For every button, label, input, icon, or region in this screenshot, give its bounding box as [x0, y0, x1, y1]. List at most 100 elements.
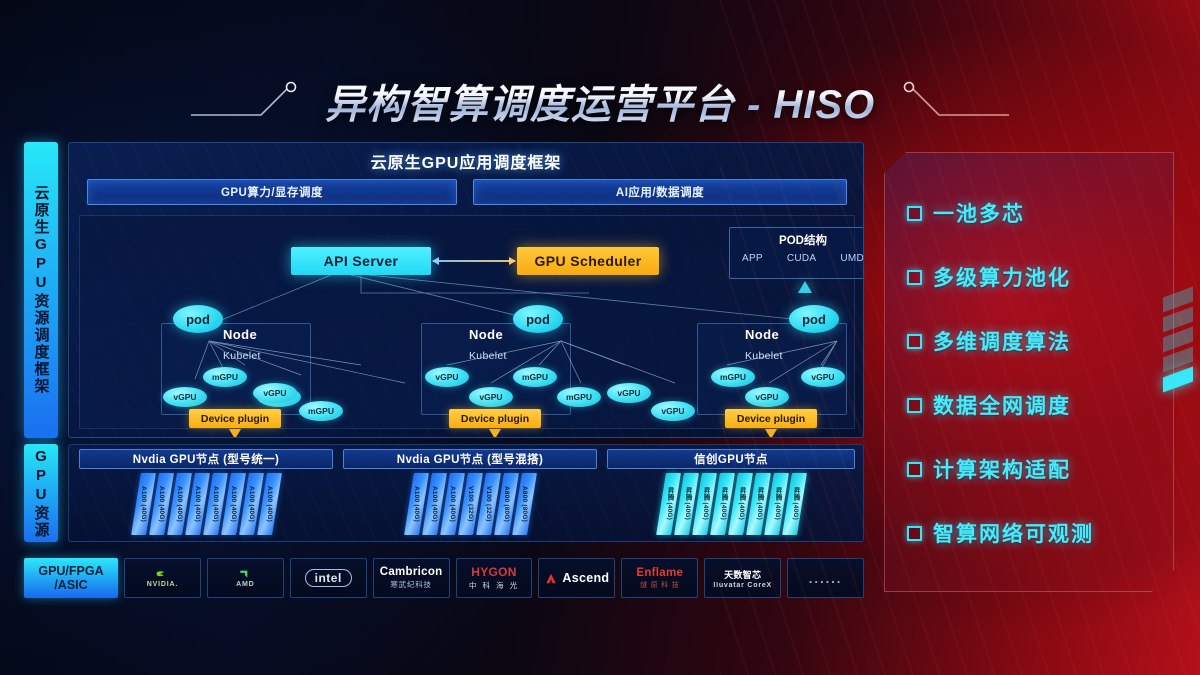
device-plugin-button[interactable]: Device plugin	[189, 409, 281, 428]
device-plugin-arrow-icon	[765, 429, 777, 437]
resource-group-xinchuang: 信创GPU节点 昇腾 (40G) 昇腾 (40G) 昇腾 (40G) 昇腾 (4…	[607, 449, 855, 539]
vtab-cloud-native-framework: 云原生GPU资源调度框架	[24, 142, 58, 438]
gpu-badge-vgpu-float[interactable]: vGPU	[253, 383, 297, 403]
title-right-decoration	[889, 81, 1010, 121]
pod-structure-item-cuda: CUDA	[786, 253, 817, 264]
feature-item-2[interactable]: 多级算力池化	[907, 245, 1173, 309]
cloud-native-panel: 云原生GPU应用调度框架 GPU算力/显存调度 AI应用/数据调度	[68, 142, 864, 438]
device-plugin-arrow-icon	[229, 429, 241, 437]
vendor-logo-row: GPU/FPGA /ASIC NVIDIA. AMD intel Cambric…	[24, 558, 865, 598]
vendor-category-tag: GPU/FPGA /ASIC	[24, 558, 118, 598]
kubelet-label: Kubelet	[745, 350, 783, 362]
device-plugin-button[interactable]: Device plugin	[725, 409, 817, 428]
resource-group-nvidia-mixed: Nvdia GPU节点 (型号混搭) A100 (40G) A100 (40G)…	[343, 449, 597, 539]
gpu-card-label: V100 (32G)	[466, 486, 474, 522]
gpu-badge-vgpu[interactable]: vGPU	[801, 367, 845, 387]
feature-highlight-panel: 一池多芯 多级算力池化 多维调度算法 数据全网调度 计算架构适配 智算网络可观测	[884, 152, 1174, 592]
gpu-card-label: 昇腾 (40G)	[719, 487, 726, 521]
gpu-badge-mgpu-float[interactable]: mGPU	[299, 401, 343, 421]
gpu-scheduler-node[interactable]: GPU Scheduler	[517, 247, 659, 275]
feature-item-3[interactable]: 多维调度算法	[907, 309, 1173, 373]
checkbox-icon	[907, 206, 922, 221]
cloud-panel-heading: 云原生GPU应用调度框架	[370, 155, 562, 172]
pod-badge[interactable]: pod	[789, 305, 839, 333]
pod-structure-item-app: APP	[741, 253, 763, 264]
gpu-card-label: 昇腾 (40G)	[773, 487, 780, 521]
checkbox-icon	[907, 270, 922, 285]
vendor-hygon-label: HYGON	[471, 565, 517, 579]
kubelet-label: Kubelet	[469, 350, 507, 362]
device-plugin-button[interactable]: Device plugin	[449, 409, 541, 428]
ascend-logo-icon	[546, 573, 557, 583]
api-server-node[interactable]: API Server	[291, 247, 431, 275]
gpu-card-label: V100 (32G)	[484, 486, 492, 522]
vendor-iluvatar-label: 天数智芯	[724, 569, 762, 580]
vendor-enflame[interactable]: Enflame 燧 原 科 技	[621, 558, 699, 598]
api-scheduler-connector	[432, 257, 516, 265]
gpu-card-label: 昇腾 (40G)	[665, 487, 672, 521]
vendor-cambricon-sub: 寒武纪科技	[390, 580, 432, 589]
vendor-cambricon[interactable]: Cambricon 寒武纪科技	[372, 558, 450, 598]
gpu-badge-mgpu[interactable]: mGPU	[557, 387, 601, 407]
gpu-badge-vgpu[interactable]: vGPU	[745, 387, 789, 407]
gpu-badge-vgpu[interactable]: vGPU	[163, 387, 207, 407]
api-server-label: API Server	[323, 253, 399, 269]
gpu-card-shelf: 昇腾 (40G) 昇腾 (40G) 昇腾 (40G) 昇腾 (40G) 昇腾 (…	[607, 473, 855, 537]
vtab-resource-label: GPU资源	[32, 447, 50, 539]
gpu-badge-vgpu[interactable]: vGPU	[425, 367, 469, 387]
gpu-card-label: 昇腾 (40G)	[683, 487, 690, 521]
pod-badge[interactable]: pod	[513, 305, 563, 333]
vendor-hygon-sub: 中 科 海 光	[468, 581, 520, 590]
vendor-nvidia[interactable]: NVIDIA.	[124, 558, 201, 598]
gpu-badge-mgpu[interactable]: mGPU	[513, 367, 557, 387]
vtab-gpu-resource: GPU资源	[24, 444, 58, 542]
resource-group-header: 信创GPU节点	[607, 449, 855, 469]
feature-item-4[interactable]: 数据全网调度	[907, 373, 1173, 437]
vendor-nvidia-label: NVIDIA.	[146, 580, 179, 588]
vendor-more[interactable]: ......	[787, 558, 865, 598]
vendor-enflame-label: Enflame	[636, 566, 684, 579]
pod-badge[interactable]: pod	[173, 305, 223, 333]
gpu-card-label: A100 (40G)	[139, 486, 147, 522]
nvidia-logo-icon	[157, 570, 165, 576]
pod-structure-arrow-icon	[798, 281, 812, 293]
checkbox-icon	[907, 334, 922, 349]
checkbox-icon	[907, 398, 922, 413]
schedule-bar-gpu[interactable]: GPU算力/显存调度	[87, 179, 457, 205]
feature-item-6[interactable]: 智算网络可观测	[907, 501, 1173, 565]
gpu-badge-mgpu[interactable]: mGPU	[203, 367, 247, 387]
architecture-diagram: 云原生GPU资源调度框架 GPU资源 云原生GPU应用调度框架 GPU算力/显存…	[24, 142, 864, 600]
feature-label: 计算架构适配	[933, 459, 1071, 482]
feature-label: 多级算力池化	[933, 267, 1071, 290]
gpu-card-label: A800 (80G)	[520, 486, 528, 522]
schedule-bar-ai[interactable]: AI应用/数据调度	[473, 179, 847, 205]
vendor-hygon[interactable]: HYGON 中 科 海 光	[455, 558, 533, 598]
feature-label: 数据全网调度	[933, 395, 1071, 418]
gpu-card-label: 昇腾 (40G)	[737, 487, 744, 521]
vendor-iluvatar[interactable]: 天数智芯 Iluvatar CoreX	[704, 558, 782, 598]
resource-group-nvidia-uniform: Nvdia GPU节点 (型号统一) A100 (40G) A100 (40G)…	[79, 449, 333, 539]
gpu-card-label: A800 (80G)	[502, 486, 510, 522]
node-group-3: pod Node Kubelet mGPU vGPU vGPU Device p…	[697, 305, 847, 437]
gpu-card-label: A100 (40G)	[229, 486, 237, 522]
gpu-badge-vgpu-float[interactable]: vGPU	[607, 383, 651, 403]
gpu-badge-vgpu-float2[interactable]: vGPU	[651, 401, 695, 421]
gpu-card-shelf: A100 (40G) A100 (40G) A100 (40G) A100 (4…	[79, 473, 333, 537]
title-left-decoration	[190, 81, 311, 121]
vendor-amd[interactable]: AMD	[206, 558, 284, 598]
node-label: Node	[223, 327, 258, 342]
pod-structure-box: POD结构 APP CUDA UMD	[729, 227, 863, 279]
page-title: 异构智算调度运营平台 - HISO	[325, 72, 875, 130]
feature-item-5[interactable]: 计算架构适配	[907, 437, 1173, 501]
kubelet-label: Kubelet	[223, 350, 261, 362]
gpu-card-label: A100 (40G)	[265, 486, 273, 522]
gpu-badge-mgpu[interactable]: mGPU	[711, 367, 755, 387]
feature-item-1[interactable]: 一池多芯	[907, 181, 1173, 245]
vendor-tag-line2: /ASIC	[54, 578, 88, 592]
vendor-ascend[interactable]: Ascend	[538, 558, 616, 598]
schedule-bar-gpu-label: GPU算力/显存调度	[220, 187, 324, 199]
vendor-intel[interactable]: intel	[289, 558, 367, 598]
gpu-card-label: A100 (40G)	[247, 486, 255, 522]
gpu-badge-vgpu[interactable]: vGPU	[469, 387, 513, 407]
